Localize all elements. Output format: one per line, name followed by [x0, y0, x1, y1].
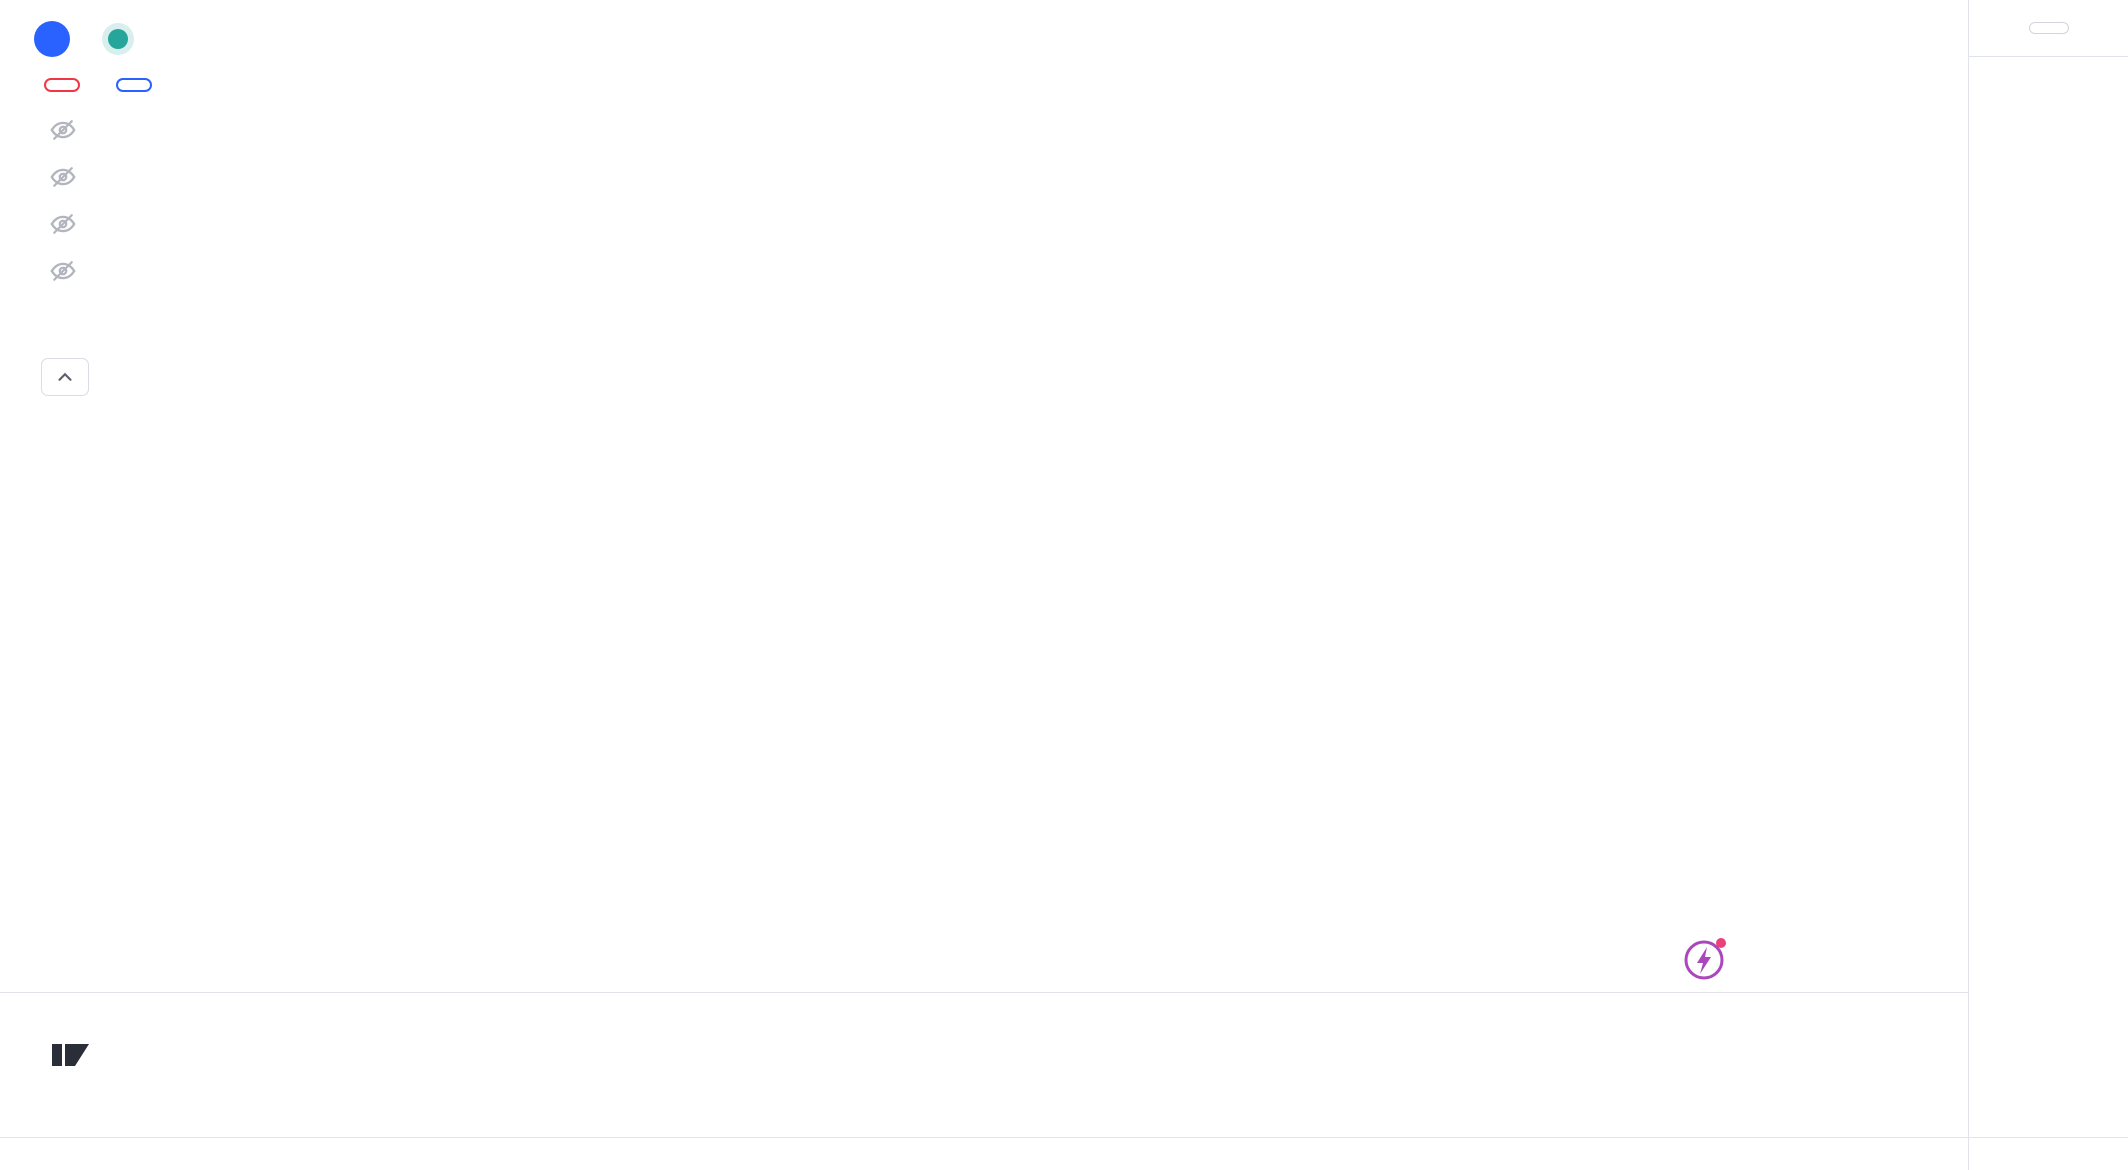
time-axis[interactable]: [0, 1137, 1968, 1170]
chart-legend: [34, 16, 152, 294]
tradingview-logo[interactable]: [50, 1040, 94, 1075]
axis-settings-corner: [1968, 1137, 2128, 1170]
timeframe-badge[interactable]: [34, 21, 70, 57]
eye-off-icon[interactable]: [48, 162, 78, 192]
indicator-row-vol: [34, 153, 152, 200]
currency-dropdown[interactable]: [2029, 22, 2069, 34]
indicator-row-atr-levels: [34, 106, 152, 153]
indicator-legend: [34, 106, 152, 294]
price-axis[interactable]: [1968, 0, 2128, 1137]
order-buttons-row: [34, 78, 152, 92]
pane-divider[interactable]: [0, 992, 2128, 993]
symbol-title-row: [34, 16, 152, 62]
indicator-row-smc: [34, 247, 152, 294]
chevron-up-icon: [58, 372, 72, 381]
legend-collapse-button[interactable]: [41, 358, 89, 396]
eye-off-icon[interactable]: [48, 209, 78, 239]
price-axis-header: [1969, 0, 2128, 57]
chart-canvas[interactable]: [0, 0, 1968, 1137]
buy-ask-button[interactable]: [116, 78, 152, 92]
quick-trade-lightning-icon[interactable]: [1680, 934, 1730, 989]
indicator-row-sma: [34, 200, 152, 247]
sell-bid-button[interactable]: [44, 78, 80, 92]
eye-off-icon[interactable]: [48, 115, 78, 145]
market-status-dot: [108, 29, 128, 49]
eye-off-icon[interactable]: [48, 256, 78, 286]
